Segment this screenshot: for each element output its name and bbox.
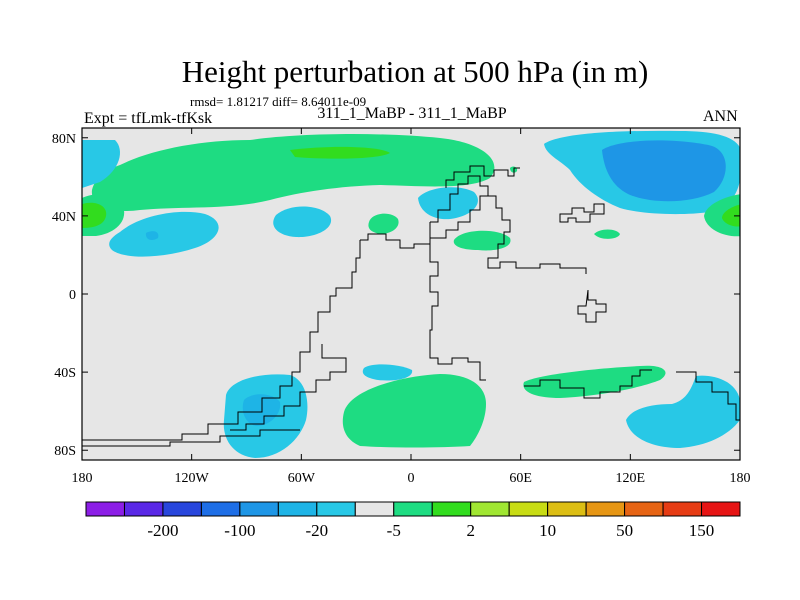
colorbar-box [200, 501, 241, 517]
field-positive-north-band [91, 134, 495, 212]
x-tick-label: 120E [616, 471, 646, 486]
field-positive-asia [453, 230, 511, 251]
colorbar-label: 10 [539, 521, 556, 540]
colorbar: -200 -100 -20 -5 2 10 50 150 [85, 501, 741, 540]
colorbar-label: 2 [466, 521, 475, 540]
x-tick-label: 0 [408, 471, 415, 486]
field-negative-south-pacific-core [242, 394, 281, 426]
coastline-antarctic [82, 429, 300, 447]
field-negative-siberia-core [602, 140, 726, 202]
field-negative-far-left [82, 140, 120, 188]
x-tick-label: 180 [730, 471, 751, 486]
y-tick-label: 80S [54, 444, 76, 459]
coastline-indonesia [577, 289, 607, 323]
y-tick-label: 0 [69, 288, 76, 303]
colorbar-box [624, 501, 664, 517]
colorbar-box [547, 501, 587, 517]
colorbar-label: 50 [616, 521, 633, 540]
x-tick-label: 60W [288, 471, 316, 486]
colorbar-box [508, 501, 549, 517]
case-label: 311_1_MaBP - 311_1_MaBP [317, 105, 507, 122]
contour-fields [82, 130, 740, 458]
axis-ticks: 180 120W 60W 0 60E 120E 180 80N 40N 0 40S 80S [52, 128, 751, 486]
coastline-africa-south [429, 222, 486, 381]
field-positive-east-asia [594, 229, 620, 239]
stats-line: rmsd= 1.81217 diff= 8.64011e-09 [190, 94, 367, 109]
y-tick-label: 40S [54, 366, 76, 381]
field-positive-north-core [290, 146, 390, 159]
chart-title: Height perturbation at 500 hPa (in m) [181, 54, 649, 89]
coastline-continent-interior [360, 175, 489, 249]
field-positive-left-core [82, 202, 107, 228]
season-label: ANN [703, 108, 738, 125]
field-positive-right-edge [704, 194, 740, 237]
colorbar-box [431, 501, 472, 517]
x-tick-label: 120W [175, 471, 210, 486]
colorbar-box [393, 501, 433, 517]
field-negative-pacific-core [145, 231, 159, 241]
coastlines [82, 165, 740, 447]
colorbar-box [662, 501, 703, 517]
colorbar-box [277, 501, 318, 517]
field-positive-indian-ocean [523, 365, 666, 398]
colorbar-box [123, 501, 164, 517]
coastline-australia [524, 369, 652, 399]
colorbar-box [162, 501, 202, 517]
field-positive-right-edge-core [722, 204, 740, 227]
colorbar-box [470, 501, 510, 517]
field-negative-namerica [273, 206, 332, 238]
field-positive-atlantic [368, 213, 399, 234]
colorbar-box [239, 501, 279, 517]
colorbar-box [316, 501, 356, 517]
field-positive-southern-ocean [342, 374, 486, 448]
experiment-label: Expt = tfLmk-tfKsk [84, 110, 213, 127]
colorbar-label: -100 [224, 521, 255, 540]
x-tick-label: 60E [509, 471, 532, 486]
colorbar-box [701, 501, 741, 517]
colorbar-label: -5 [387, 521, 401, 540]
coastline-siberia [559, 203, 605, 223]
field-negative-south-indian [626, 375, 740, 448]
coastline-south-america [230, 344, 347, 431]
coastline-mideast [487, 195, 587, 274]
y-tick-label: 40N [52, 210, 76, 225]
field-negative-south-atlantic [362, 364, 413, 381]
field-negative-europe [418, 187, 478, 220]
y-tick-label: 80N [52, 132, 76, 147]
coastline-pacific-east [676, 371, 740, 421]
coastline-arctic [445, 165, 520, 188]
field-negative-pacific [109, 211, 219, 257]
x-tick-label: 180 [72, 471, 93, 486]
colorbar-box [585, 501, 626, 517]
colorbar-box [85, 501, 125, 517]
colorbar-box [354, 501, 395, 517]
colorbar-label: -200 [147, 521, 178, 540]
colorbar-label: -20 [305, 521, 328, 540]
colorbar-label: 150 [689, 521, 715, 540]
coastline-eurasia-africa [82, 240, 361, 441]
